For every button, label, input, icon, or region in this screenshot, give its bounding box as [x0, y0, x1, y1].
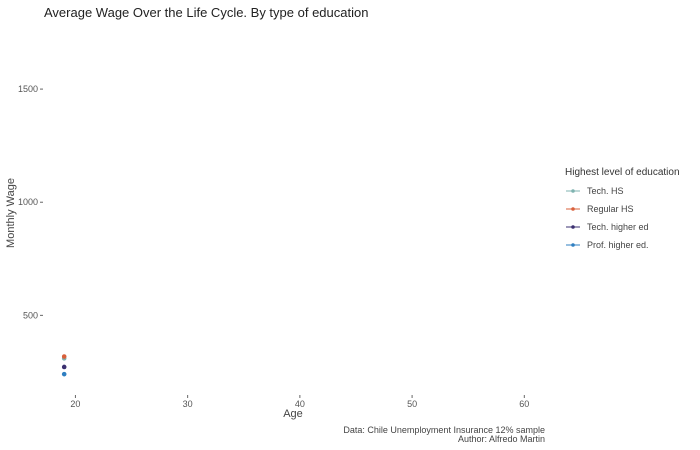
- legend-label: Prof. higher ed.: [587, 240, 649, 250]
- x-tick-label: 40: [295, 399, 305, 409]
- legend-key-point: [571, 243, 575, 247]
- legend-item: Prof. higher ed.: [566, 240, 649, 250]
- legend-key-point: [571, 189, 575, 193]
- legend-items: Tech. HS Regular HS Tech. higher ed Prof. h…: [566, 186, 649, 250]
- x-axis-title: Age: [283, 408, 303, 420]
- y-axis: 500 1000 1500: [18, 84, 43, 320]
- chart-title: Average Wage Over the Life Cycle. By typ…: [44, 5, 368, 20]
- x-tick-label: 30: [183, 399, 193, 409]
- caption: Data: Chile Unemployment Insurance 12% s…: [343, 425, 545, 444]
- data-point: [61, 364, 67, 370]
- legend-item: Tech. HS: [566, 186, 624, 196]
- y-tick-label: 1000: [18, 197, 38, 207]
- caption-line: Author: Alfredo Martin: [458, 434, 545, 444]
- y-tick-label: 1500: [18, 84, 38, 94]
- legend-label: Regular HS: [587, 204, 634, 214]
- data-point: [61, 371, 67, 377]
- y-tick-label: 500: [23, 310, 38, 320]
- data-points: [61, 354, 67, 377]
- legend-item: Regular HS: [566, 204, 634, 214]
- x-tick-label: 50: [407, 399, 417, 409]
- data-point: [61, 354, 67, 359]
- legend-title: Highest level of education: [565, 167, 680, 178]
- x-axis: 20 30 40 50 60: [70, 395, 529, 409]
- legend-key-point: [571, 225, 575, 229]
- x-tick-label: 20: [70, 399, 80, 409]
- caption-line: Data: Chile Unemployment Insurance 12% s…: [343, 425, 545, 435]
- legend-item: Tech. higher ed: [566, 222, 649, 232]
- legend: Highest level of education Tech. HS Regul…: [565, 167, 680, 250]
- legend-label: Tech. higher ed: [587, 222, 649, 232]
- y-axis-title: Monthly Wage: [5, 178, 17, 248]
- x-tick-label: 60: [519, 399, 529, 409]
- legend-label: Tech. HS: [587, 186, 624, 196]
- legend-key-point: [571, 207, 575, 211]
